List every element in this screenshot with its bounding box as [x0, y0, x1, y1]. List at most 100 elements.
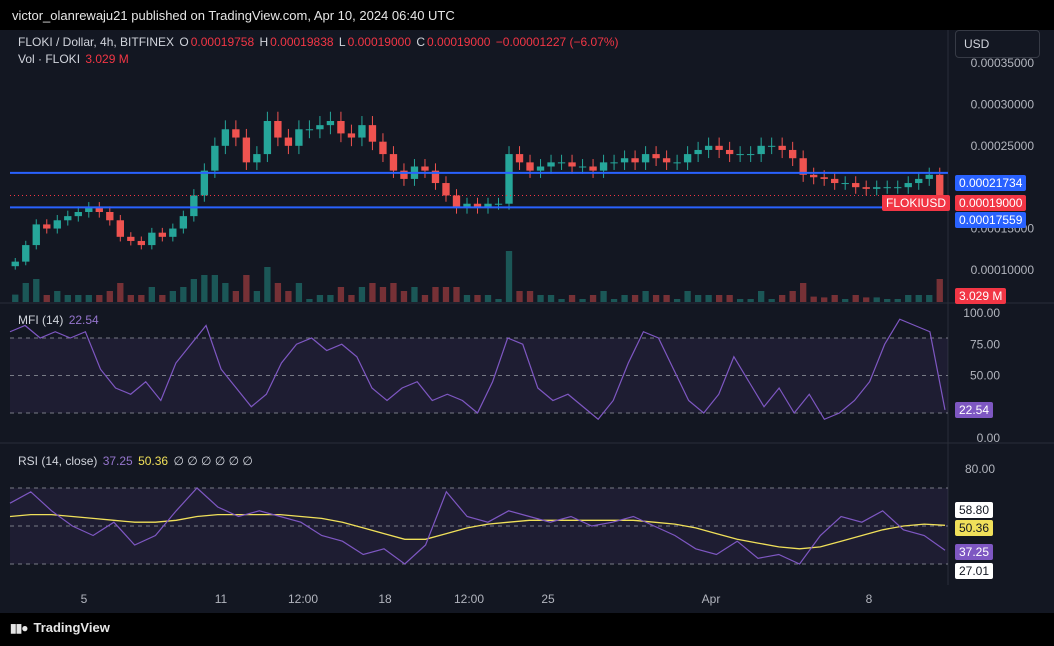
candle-body [32, 224, 40, 246]
mfi-axis-tick: 100.00 [963, 306, 1000, 320]
mfi-band-fill [10, 338, 948, 413]
rsi-legend: RSI (14, close) 37.25 50.36 ∅ ∅ ∅ ∅ ∅ ∅ [18, 454, 255, 468]
volume-label: Vol · FLOKI [18, 52, 81, 66]
rsi-placeholders: ∅ ∅ ∅ ∅ ∅ ∅ [173, 454, 253, 468]
volume-bar [138, 295, 145, 302]
volume-bar [758, 291, 765, 302]
price-axis-tick: 0.00030000 [971, 97, 1035, 111]
legend-high: 0.00019838 [270, 35, 334, 49]
legend-close: 0.00019000 [427, 35, 491, 49]
footer-logo: ▮▮● TradingView [10, 620, 110, 635]
volume-bar [484, 295, 492, 302]
main-legend: FLOKI / Dollar, 4h, BITFINEX O 0.00019758… [18, 35, 621, 49]
candle-body [505, 154, 513, 204]
volume-bar [106, 291, 113, 302]
candle-body [337, 121, 345, 134]
candle-body [463, 203, 471, 208]
candle-body [536, 166, 545, 171]
volume-bar [264, 267, 271, 302]
time-axis-tick: 11 [215, 592, 228, 606]
candle-body [232, 129, 240, 138]
volume-bar [642, 291, 649, 302]
mfi-axis-tick: 0.00 [977, 431, 1001, 445]
candle-body [190, 195, 198, 217]
volume-bar [684, 291, 691, 302]
volume-bar [831, 295, 838, 302]
volume-bar [936, 279, 943, 302]
currency-button[interactable]: USD [955, 30, 1040, 58]
candle-body [85, 207, 93, 212]
price-axis-tick: 0.00025000 [971, 139, 1035, 153]
chart-svg[interactable]: 0.000350000.000300000.000250000.00015000… [0, 30, 1054, 613]
footer-brand: TradingView [33, 620, 110, 635]
volume-bar [400, 291, 408, 302]
time-axis-tick: 5 [81, 592, 88, 606]
candle-body [683, 154, 692, 163]
volume-bar [768, 299, 775, 302]
rsi-value-tag: 37.25 [955, 544, 994, 560]
candle-body [179, 216, 188, 229]
candle-body [200, 170, 209, 196]
volume-bar [579, 299, 586, 302]
volume-bar [316, 295, 324, 302]
candle-body [284, 137, 293, 146]
candle-body [106, 212, 114, 221]
rsi-ma-line [9, 513, 946, 550]
volume-bar [915, 295, 922, 302]
chart-frame[interactable]: 0.00035000 0.00030000 0.00025000 0.00015000… [0, 30, 1054, 613]
volume-bar [610, 299, 618, 302]
time-axis-tick: 12:00 [454, 592, 484, 606]
candle-body [43, 224, 51, 229]
candle-body [767, 145, 776, 147]
candle-body [53, 220, 61, 229]
candle-body [158, 232, 167, 237]
candle-body [725, 149, 734, 155]
volume-bar [663, 295, 670, 302]
candle-body [421, 166, 429, 171]
volume-bar [96, 295, 103, 302]
volume-bar [621, 295, 628, 302]
volume-bar [505, 251, 513, 302]
volume-bar [789, 291, 796, 302]
mfi-label: MFI (14) [18, 313, 64, 327]
volume-bar [600, 291, 607, 302]
volume-bar [211, 275, 219, 302]
volume-bar [442, 287, 450, 302]
candle-body [852, 183, 860, 188]
candle-body [484, 203, 492, 208]
legend-low: 0.00019000 [347, 35, 411, 49]
candle-body [599, 162, 608, 171]
candle-body [22, 245, 30, 262]
candle-body [389, 154, 398, 171]
candle-body [746, 154, 755, 156]
candle-body [820, 177, 828, 179]
candle-body [694, 149, 702, 155]
volume-bar [22, 283, 29, 302]
volume-bar [358, 287, 366, 302]
candle-body [368, 125, 377, 142]
price-axis-tick: 0.00035000 [971, 56, 1035, 70]
candle-body [557, 162, 566, 164]
volume-bar [12, 294, 19, 302]
volume-bar [180, 287, 187, 302]
volume-bar [821, 297, 828, 302]
candle-body [673, 162, 681, 164]
candle-body [473, 203, 482, 208]
candle-body [316, 125, 324, 130]
volume-bar [453, 287, 460, 302]
volume-bar [747, 299, 754, 302]
candle-body [915, 178, 923, 184]
candle-body [137, 240, 145, 246]
price-axis-tick: 0.00010000 [971, 263, 1035, 277]
volume-bar [75, 295, 82, 302]
volume-bar [894, 299, 901, 302]
legend-c-label: C [416, 35, 426, 49]
volume-bar [810, 296, 817, 302]
candle-body [347, 133, 356, 138]
volume-bar [243, 275, 250, 302]
legend-h-label: H [259, 35, 269, 49]
volume-bar [926, 295, 933, 302]
volume-bar [715, 295, 723, 302]
mfi-line [9, 318, 946, 421]
volume-bar [117, 283, 124, 302]
